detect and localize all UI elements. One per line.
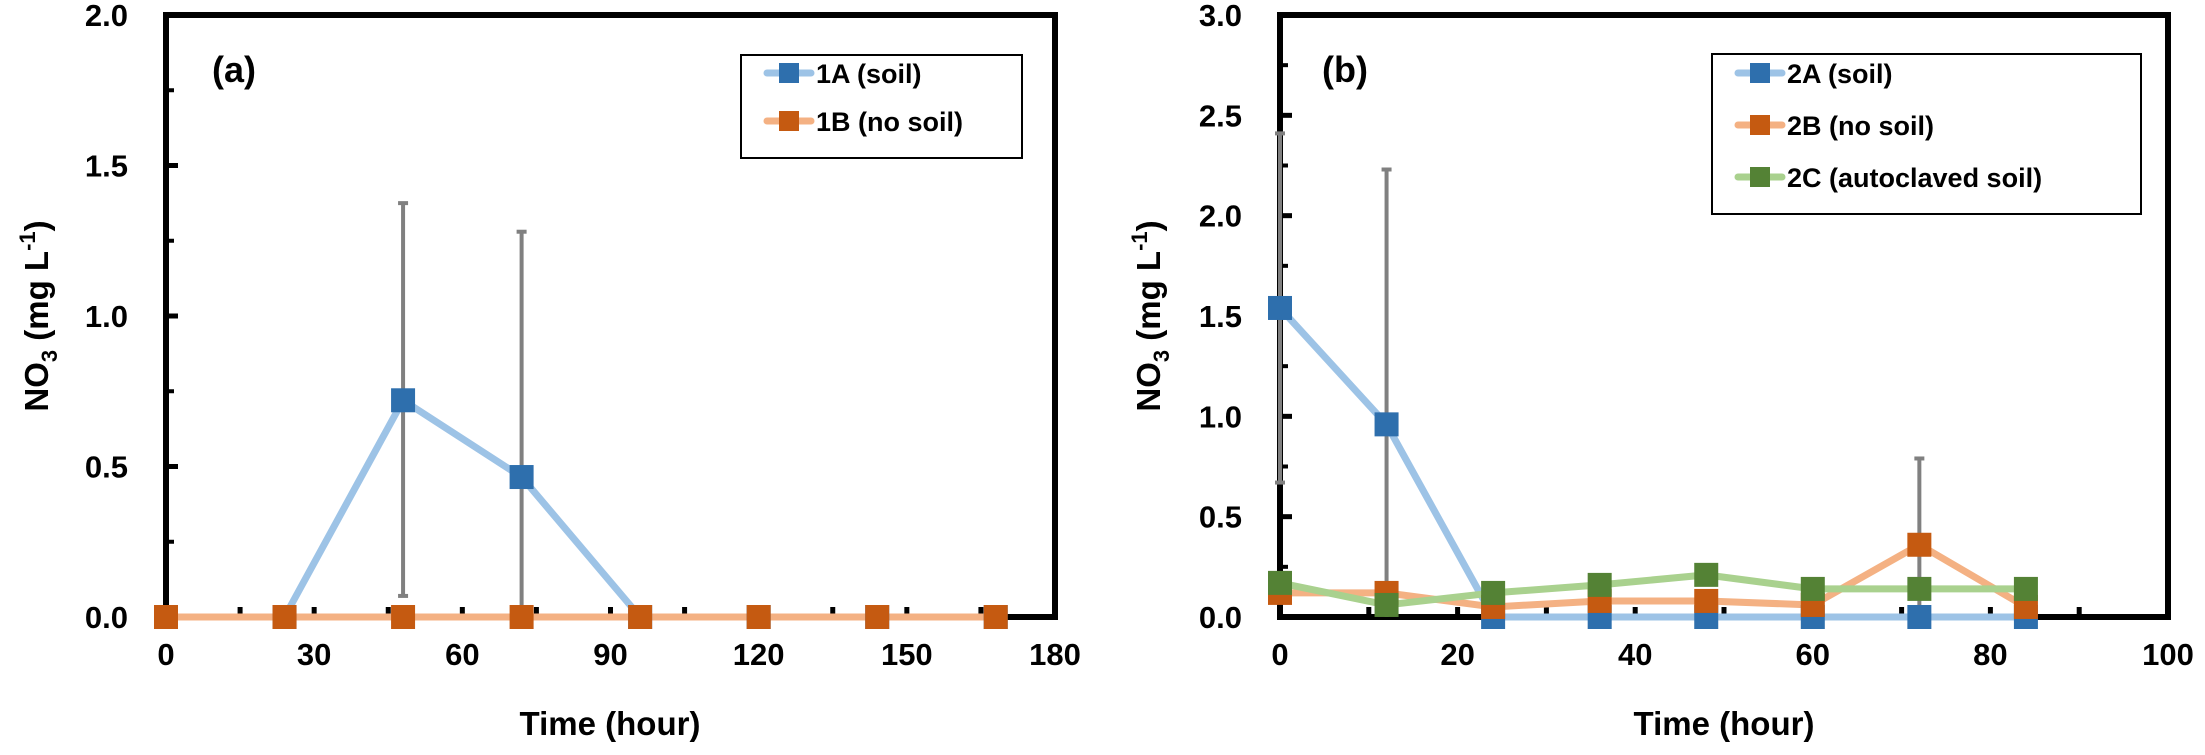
y-tick-label: 1.0 — [85, 299, 128, 334]
x-tick-label: 60 — [445, 637, 479, 672]
y-axis-title: NO3 (mg L-1) — [15, 220, 62, 411]
series-line-2a — [1277, 305, 2026, 621]
y-tick-label: 0.5 — [85, 450, 128, 485]
x-tick-label: 180 — [1029, 637, 1081, 672]
y-tick-label: 3.0 — [1199, 0, 1242, 33]
legend-label: 2B (no soil) — [1787, 111, 1934, 141]
series-line-1a — [166, 396, 996, 621]
data-point-2b — [1694, 588, 1719, 613]
y-tick-label: 2.5 — [1199, 98, 1242, 133]
y-tick-label: 1.5 — [85, 149, 128, 184]
panel-b: 0.0 0.5 1.0 1.5 2.0 2.5 3.0 0 20 40 60 80 100 Time (h… — [1127, 0, 2194, 742]
data-point-2c — [1481, 580, 1506, 605]
data-point-1a — [509, 465, 534, 490]
panel-a: 0.0 0.5 1.0 1.5 2.0 0 30 60 90 120 150 180 Time (hou… — [15, 0, 1081, 742]
legend-label: 2A (soil) — [1787, 59, 1893, 89]
y-tick-label: 1.0 — [1199, 399, 1242, 434]
data-point-1b — [391, 605, 416, 629]
y-tick-label: 1.5 — [1199, 299, 1242, 334]
series-line-2c — [1279, 571, 2026, 609]
legend-marker — [779, 63, 799, 83]
panel-label: (a) — [212, 49, 256, 90]
x-tick-label: 150 — [881, 637, 933, 672]
x-tick-label: 30 — [297, 637, 331, 672]
data-point-2c — [1374, 592, 1399, 617]
data-point-2a — [1268, 295, 1292, 320]
x-axis-title: Time (hour) — [520, 705, 701, 742]
data-point-2c — [1268, 570, 1292, 595]
x-tick-label: 0 — [1271, 637, 1288, 672]
data-point-1a — [391, 388, 416, 413]
panel-label: (b) — [1322, 49, 1368, 90]
data-point-2c — [2013, 576, 2038, 601]
data-point-1b — [272, 605, 297, 629]
data-point-2c — [1907, 576, 1932, 601]
x-tick-label: 20 — [1440, 637, 1474, 672]
legend-label: 2C (autoclaved soil) — [1787, 163, 2042, 193]
x-tick-label: 0 — [157, 637, 174, 672]
data-point-2b — [1907, 532, 1932, 557]
y-axis-title: NO3 (mg L-1) — [1127, 220, 1174, 411]
legend-marker — [1750, 167, 1770, 187]
y-axis-title-main: NO — [18, 362, 55, 412]
legend-marker — [779, 111, 799, 131]
x-tick-label: 100 — [2142, 637, 2194, 672]
y-axis-title-unit: (mg L — [18, 251, 55, 350]
y-axis-title-subscript: 3 — [1149, 350, 1174, 362]
data-point-1b — [509, 605, 534, 629]
y-axis-title-superscript: -1 — [15, 231, 40, 251]
y-tick-label: 0.0 — [85, 600, 128, 635]
data-point-1b — [628, 605, 653, 629]
data-point-1b — [865, 605, 890, 629]
data-point-1b — [983, 605, 1008, 629]
x-tick-label: 90 — [593, 637, 627, 672]
data-point-2c — [1694, 562, 1719, 587]
y-axis-title-main: NO — [1130, 362, 1167, 412]
x-axis-title: Time (hour) — [1634, 705, 1815, 742]
data-point-1b — [154, 605, 178, 629]
x-tick-label: 120 — [733, 637, 785, 672]
x-tick-label: 80 — [1973, 637, 2007, 672]
y-tick-label: 2.0 — [1199, 199, 1242, 234]
y-tick-label: 2.0 — [85, 0, 128, 33]
data-point-2c — [1800, 576, 1825, 601]
y-axis-title-superscript: -1 — [1127, 231, 1152, 251]
data-point-2a — [1374, 412, 1399, 437]
y-axis-title-close: ) — [1130, 220, 1167, 231]
x-tick-label: 40 — [1618, 637, 1652, 672]
y-axis-title-subscript: 3 — [37, 350, 62, 362]
y-axis-title-close: ) — [18, 220, 55, 231]
legend-marker — [1750, 115, 1770, 135]
x-tick-label: 60 — [1796, 637, 1830, 672]
series-line-2b — [1280, 541, 2028, 611]
data-point-2a — [1907, 605, 1932, 629]
y-axis-title-unit: (mg L — [1130, 251, 1167, 350]
legend-marker — [1750, 63, 1770, 83]
legend-label: 1A (soil) — [816, 59, 922, 89]
legend-box — [1711, 53, 2142, 215]
y-tick-label: 0.0 — [1199, 600, 1242, 635]
legend-label: 1B (no soil) — [816, 107, 963, 137]
data-point-1b — [746, 605, 771, 629]
data-point-2c — [1587, 572, 1612, 597]
y-tick-label: 0.5 — [1199, 500, 1242, 535]
